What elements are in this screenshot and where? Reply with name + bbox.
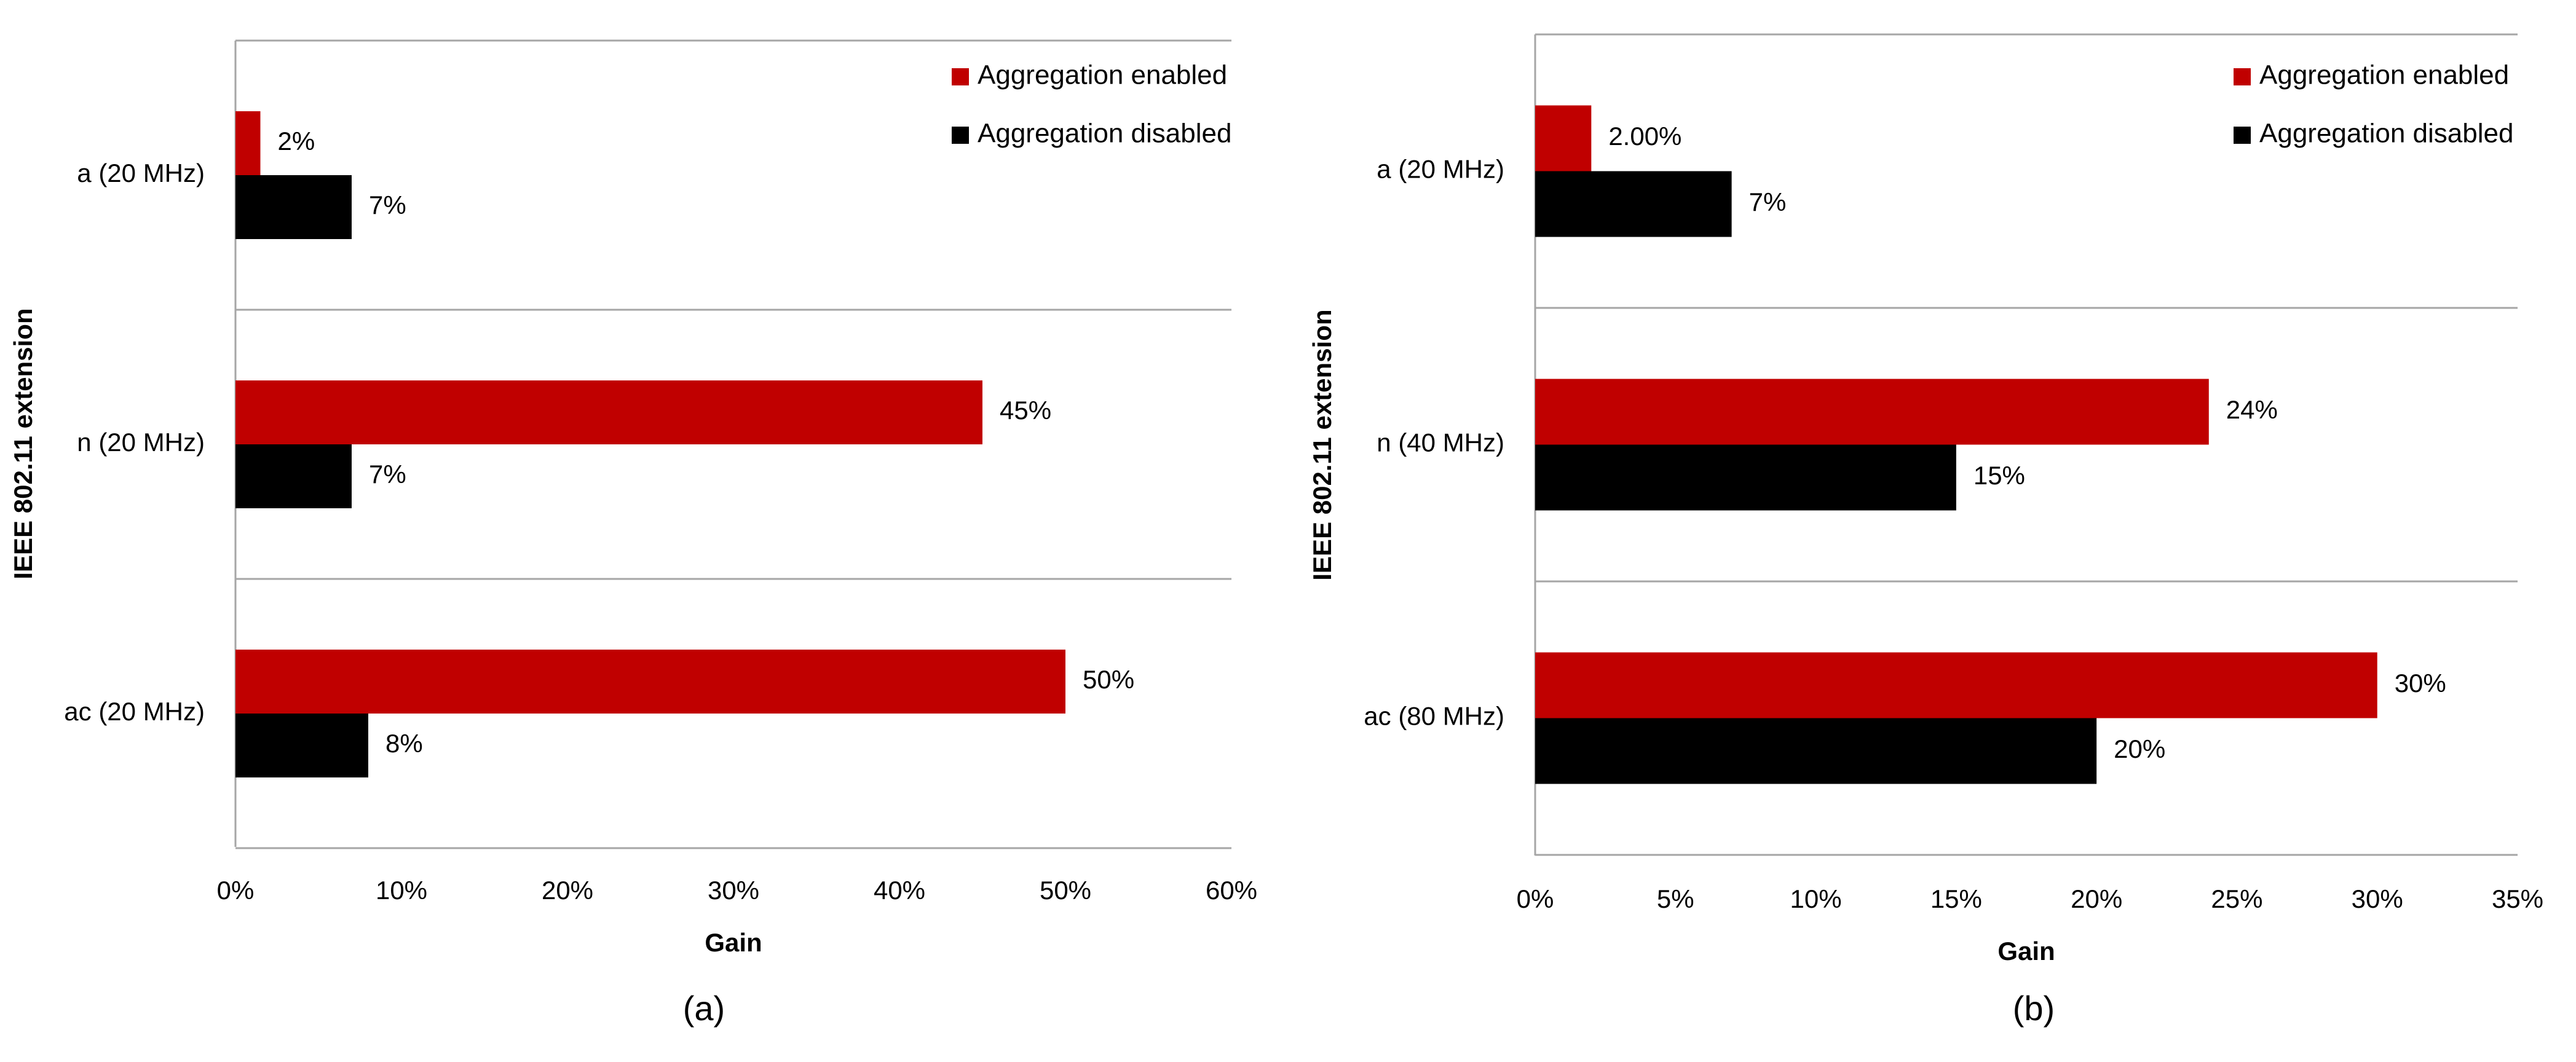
x-tick-label: 35%	[2492, 884, 2543, 913]
bar-disabled	[235, 714, 368, 777]
category-label: ac (20 MHz)	[64, 697, 205, 726]
bar-disabled	[1535, 718, 2097, 784]
chart-b: 0% 5% 10% 15% 20% 25% 30% 35% Gain IEEE 802.11 ex…	[1308, 33, 2543, 1028]
data-label: 2%	[278, 127, 315, 155]
legend-label: Aggregation disabled	[978, 119, 1231, 149]
data-label: 7%	[369, 460, 406, 489]
x-tick-label: 25%	[2211, 884, 2262, 913]
bar-disabled	[1535, 171, 1732, 237]
x-tick-label: 0%	[217, 876, 255, 905]
x-tick-label: 10%	[1790, 884, 1842, 913]
data-label: 45%	[1000, 396, 1051, 425]
data-label: 2.00%	[1608, 122, 1681, 151]
data-label: 7%	[369, 191, 406, 219]
data-label: 15%	[1973, 461, 2025, 490]
legend-swatch	[2234, 68, 2251, 85]
category-label: a (20 MHz)	[1377, 155, 1504, 184]
figure-caption: (b)	[2013, 989, 2055, 1028]
legend-label: Aggregation disabled	[2259, 119, 2513, 149]
legend-label: Aggregation enabled	[2259, 60, 2509, 90]
legend-label: Aggregation enabled	[978, 60, 1227, 90]
y-axis-title: IEEE 802.11 extension	[9, 308, 38, 579]
data-label: 20%	[2114, 734, 2165, 763]
data-label: 30%	[2395, 669, 2446, 698]
category-label: a (20 MHz)	[77, 159, 205, 187]
x-tick-label: 60%	[1206, 876, 1257, 905]
legend-swatch	[952, 127, 969, 144]
chart-a: 0% 10% 20% 30% 40% 50% 60% Gain IEEE 802.11 exte…	[9, 39, 1257, 1028]
bar-enabled	[1535, 652, 2377, 718]
data-label: 50%	[1083, 665, 1134, 694]
bar-enabled	[235, 380, 982, 444]
figure-caption: (a)	[683, 989, 725, 1028]
bar-enabled	[235, 650, 1065, 714]
x-axis-title: Gain	[1997, 937, 2055, 966]
y-axis-title: IEEE 802.11 extension	[1308, 309, 1337, 580]
x-axis-title: Gain	[705, 928, 762, 957]
category-label: n (40 MHz)	[1377, 428, 1504, 457]
x-tick-label: 40%	[874, 876, 925, 905]
x-tick-label: 50%	[1040, 876, 1091, 905]
x-tick-label: 5%	[1657, 884, 1694, 913]
category-label: n (20 MHz)	[77, 428, 205, 457]
data-label: 8%	[385, 729, 423, 758]
legend-swatch	[952, 68, 969, 85]
category-label: ac (80 MHz)	[1364, 702, 1504, 731]
bar-enabled	[235, 111, 261, 175]
bar-enabled	[1535, 105, 1592, 171]
x-tick-label: 20%	[2071, 884, 2122, 913]
x-tick-label: 0%	[1517, 884, 1554, 913]
x-tick-label: 20%	[542, 876, 593, 905]
x-tick-label: 15%	[1930, 884, 1982, 913]
bar-disabled	[1535, 444, 1956, 511]
data-label: 24%	[2226, 395, 2278, 424]
bar-enabled	[1535, 379, 2209, 445]
x-tick-label: 10%	[376, 876, 427, 905]
x-tick-label: 30%	[708, 876, 759, 905]
x-tick-label: 30%	[2352, 884, 2403, 913]
bar-disabled	[235, 175, 352, 239]
data-label: 7%	[1749, 187, 1787, 216]
legend-swatch	[2234, 127, 2251, 144]
bar-disabled	[235, 444, 352, 508]
